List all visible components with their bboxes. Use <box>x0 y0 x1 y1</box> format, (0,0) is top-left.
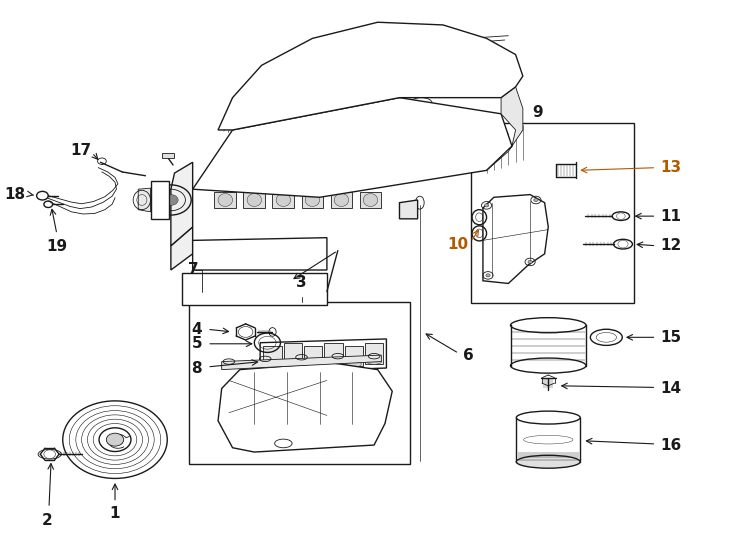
Bar <box>360 192 382 208</box>
Bar <box>214 192 236 208</box>
Text: 8: 8 <box>192 361 202 375</box>
Ellipse shape <box>265 362 280 367</box>
Ellipse shape <box>486 274 490 277</box>
Text: 12: 12 <box>661 238 682 253</box>
Ellipse shape <box>334 193 349 206</box>
Text: 5: 5 <box>192 336 202 352</box>
Text: 14: 14 <box>661 381 682 396</box>
Polygon shape <box>138 188 150 212</box>
Text: 1: 1 <box>110 506 120 521</box>
Text: 9: 9 <box>532 105 542 120</box>
Text: 3: 3 <box>297 275 307 291</box>
Polygon shape <box>218 363 392 452</box>
Text: 2: 2 <box>42 514 53 529</box>
Bar <box>162 153 174 158</box>
Polygon shape <box>171 163 192 246</box>
Ellipse shape <box>164 194 178 205</box>
Text: 15: 15 <box>661 330 682 345</box>
Polygon shape <box>264 346 282 367</box>
Bar <box>302 192 323 208</box>
Ellipse shape <box>286 359 300 364</box>
Ellipse shape <box>326 359 341 364</box>
Polygon shape <box>218 22 523 130</box>
Bar <box>470 123 634 303</box>
Polygon shape <box>192 238 327 270</box>
Polygon shape <box>365 343 383 364</box>
Polygon shape <box>150 181 169 219</box>
Text: 7: 7 <box>188 262 198 278</box>
Ellipse shape <box>247 193 261 206</box>
Text: 18: 18 <box>4 187 26 202</box>
Polygon shape <box>304 346 322 367</box>
Bar <box>272 192 294 208</box>
Ellipse shape <box>484 204 489 207</box>
Polygon shape <box>222 355 382 370</box>
Text: 16: 16 <box>661 437 682 453</box>
Text: 17: 17 <box>70 143 91 158</box>
Polygon shape <box>483 194 548 284</box>
Text: 11: 11 <box>661 208 682 224</box>
Polygon shape <box>284 343 302 364</box>
Text: 13: 13 <box>661 160 682 175</box>
Ellipse shape <box>534 198 538 201</box>
Ellipse shape <box>528 260 532 264</box>
Text: 19: 19 <box>46 239 68 254</box>
Ellipse shape <box>276 193 291 206</box>
Polygon shape <box>487 87 523 170</box>
Ellipse shape <box>305 193 319 206</box>
Ellipse shape <box>106 433 124 446</box>
Ellipse shape <box>346 362 361 367</box>
Ellipse shape <box>218 193 233 206</box>
Polygon shape <box>345 346 363 367</box>
Text: 10: 10 <box>447 237 468 252</box>
Text: 4: 4 <box>192 322 202 337</box>
Ellipse shape <box>366 359 382 364</box>
Bar <box>189 302 410 464</box>
Polygon shape <box>171 227 192 270</box>
Polygon shape <box>192 98 512 197</box>
Ellipse shape <box>516 455 580 468</box>
Polygon shape <box>324 343 343 364</box>
Bar <box>182 273 327 305</box>
Bar <box>244 192 265 208</box>
Ellipse shape <box>363 193 378 206</box>
Ellipse shape <box>305 362 321 367</box>
Polygon shape <box>399 200 418 219</box>
Text: 6: 6 <box>463 348 474 362</box>
Bar <box>330 192 352 208</box>
